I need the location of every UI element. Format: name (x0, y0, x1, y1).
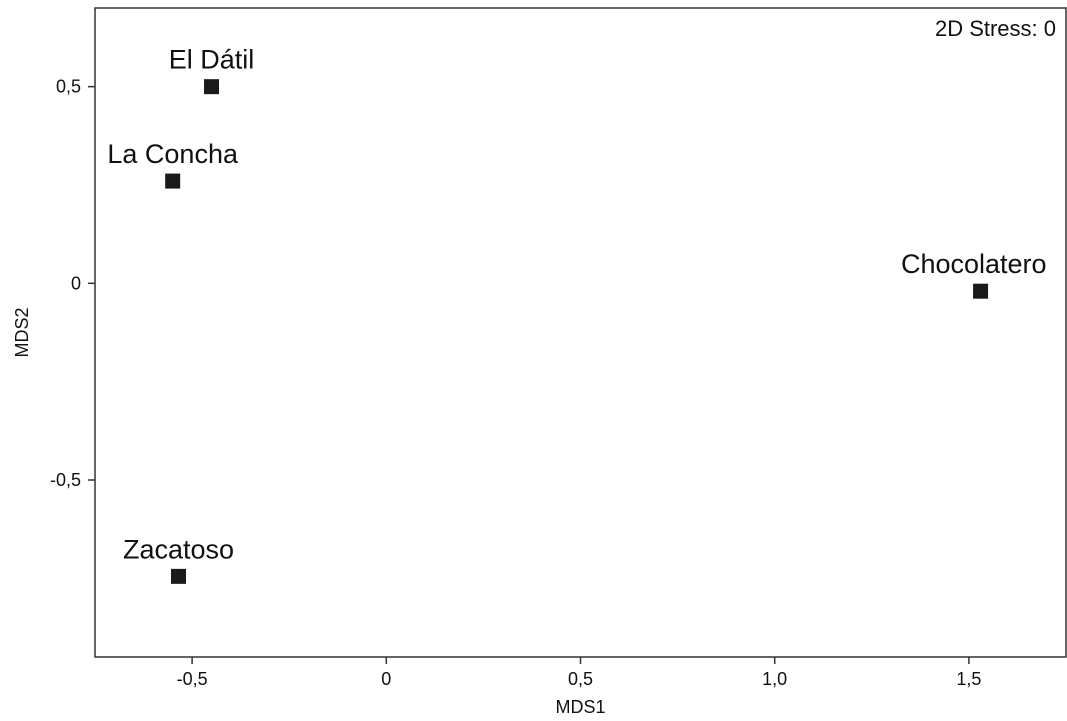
data-point-label: Chocolatero (901, 249, 1047, 279)
data-point-marker (973, 283, 989, 299)
data-point-label: El Dátil (169, 45, 255, 75)
x-tick-label: 0,5 (568, 669, 593, 689)
data-point-label: Zacatoso (123, 534, 234, 564)
y-tick-label: 0,5 (56, 77, 81, 97)
y-axis-title: MDS2 (12, 307, 32, 357)
x-tick-label: 1,5 (956, 669, 981, 689)
x-axis-title: MDS1 (555, 697, 605, 717)
plot-frame (94, 7, 1067, 658)
y-axis: 0,5 0 -0,5 (50, 77, 95, 490)
stress-annotation: 2D Stress: 0 (935, 16, 1056, 41)
data-point-label: La Concha (107, 139, 239, 169)
data-point-marker (204, 79, 220, 95)
x-tick-label: 0 (381, 669, 391, 689)
data-point-marker (165, 173, 181, 189)
y-tick-label: -0,5 (50, 470, 81, 490)
data-point-marker (171, 568, 187, 584)
x-tick-label: 1,0 (762, 669, 787, 689)
y-tick-label: 0 (71, 273, 81, 293)
x-axis: -0,5 0 0,5 1,0 1,5 (177, 657, 981, 689)
data-points: El Dátil La Concha Chocolatero Zacatoso (107, 45, 1047, 584)
x-tick-label: -0,5 (177, 669, 208, 689)
